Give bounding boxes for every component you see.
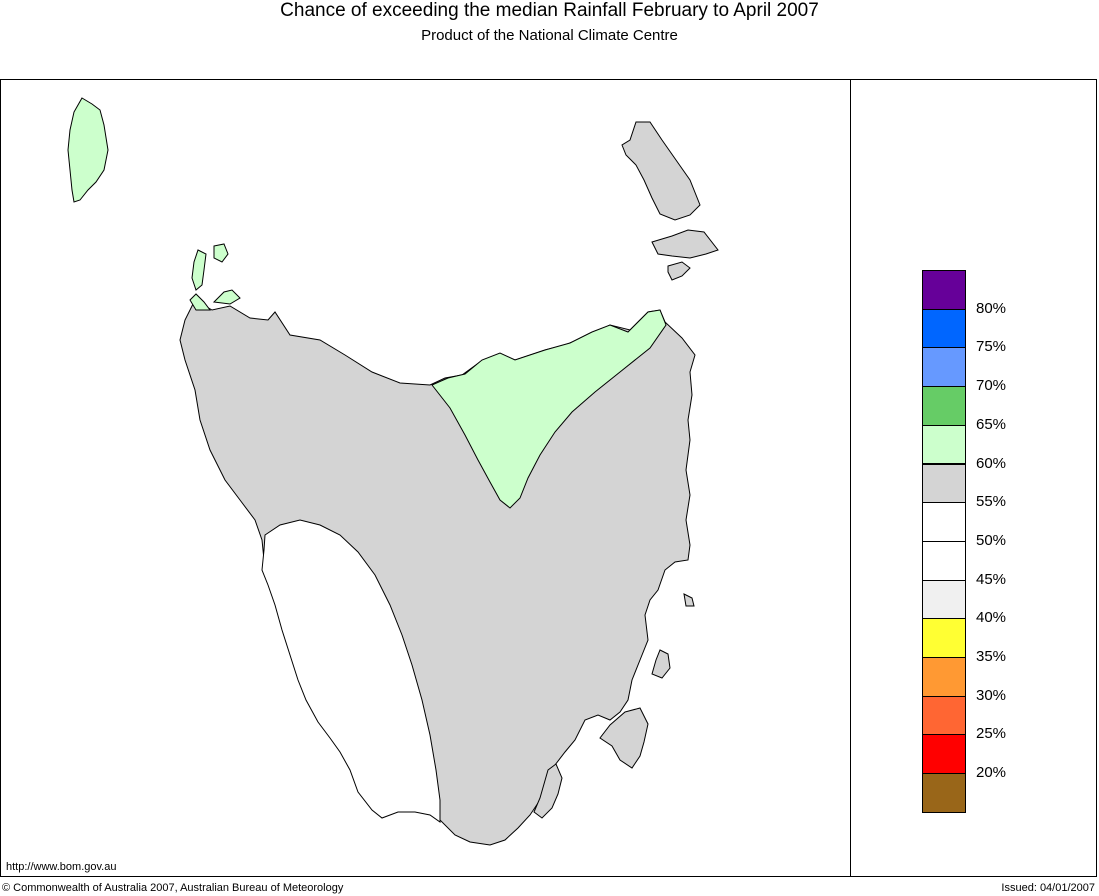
map-subtitle: Product of the National Climate Centre bbox=[421, 27, 678, 44]
legend-label: 45% bbox=[976, 570, 1007, 588]
source-url[interactable]: http://www.bom.gov.au bbox=[6, 861, 117, 873]
flinders-island bbox=[621, 121, 701, 221]
legend-label: 80% bbox=[976, 299, 1007, 317]
legend-label: 65% bbox=[976, 415, 1007, 433]
legend-label: 60% bbox=[976, 454, 1007, 472]
schouten-island bbox=[683, 593, 695, 607]
legend-swatch bbox=[922, 463, 966, 504]
legend-label: 35% bbox=[976, 648, 1007, 665]
legend-swatch bbox=[922, 386, 966, 426]
legend-swatch bbox=[922, 502, 966, 542]
cape-barren-island bbox=[651, 229, 719, 259]
maria-island bbox=[651, 649, 671, 679]
white-region-southwest bbox=[261, 519, 441, 823]
legend-swatch bbox=[922, 579, 966, 620]
northwest-islet bbox=[189, 293, 211, 311]
legend-swatch bbox=[922, 270, 966, 310]
legend-swatch bbox=[922, 424, 966, 465]
legend-label: 70% bbox=[976, 377, 1007, 395]
legend-swatch bbox=[922, 540, 966, 581]
legend-swatch bbox=[922, 618, 966, 658]
tasmania-mainland bbox=[179, 299, 696, 846]
hunter-island bbox=[191, 249, 207, 291]
green-region-north bbox=[431, 309, 667, 509]
legend-label: 25% bbox=[976, 725, 1007, 743]
legend-swatch bbox=[922, 773, 966, 813]
map-frame bbox=[0, 79, 1097, 877]
clarke-island bbox=[667, 261, 691, 281]
legend-label: 55% bbox=[976, 493, 1007, 511]
legend-label: 20% bbox=[976, 764, 1007, 782]
tasman-peninsula bbox=[599, 707, 649, 769]
legend-swatch bbox=[922, 308, 966, 349]
issued-date: Issued: 04/01/2007 bbox=[1001, 882, 1095, 894]
panel-divider bbox=[850, 79, 851, 877]
map-title: Chance of exceeding the median Rainfall … bbox=[280, 0, 819, 21]
tasmania-map bbox=[67, 97, 719, 846]
bruny-island bbox=[533, 763, 563, 819]
legend-label: 75% bbox=[976, 338, 1007, 356]
three-hummock-island bbox=[213, 243, 229, 263]
legend-label: 30% bbox=[976, 686, 1007, 704]
legend-label: 40% bbox=[976, 609, 1007, 627]
legend-label: 50% bbox=[976, 531, 1007, 549]
king-island bbox=[67, 97, 109, 203]
copyright-notice: © Commonwealth of Australia 2007, Austra… bbox=[2, 882, 344, 894]
robbins-island bbox=[212, 289, 241, 305]
legend-swatch bbox=[922, 347, 966, 388]
legend-swatch bbox=[922, 734, 966, 775]
legend-swatch bbox=[922, 695, 966, 736]
legend-swatch bbox=[922, 657, 966, 697]
